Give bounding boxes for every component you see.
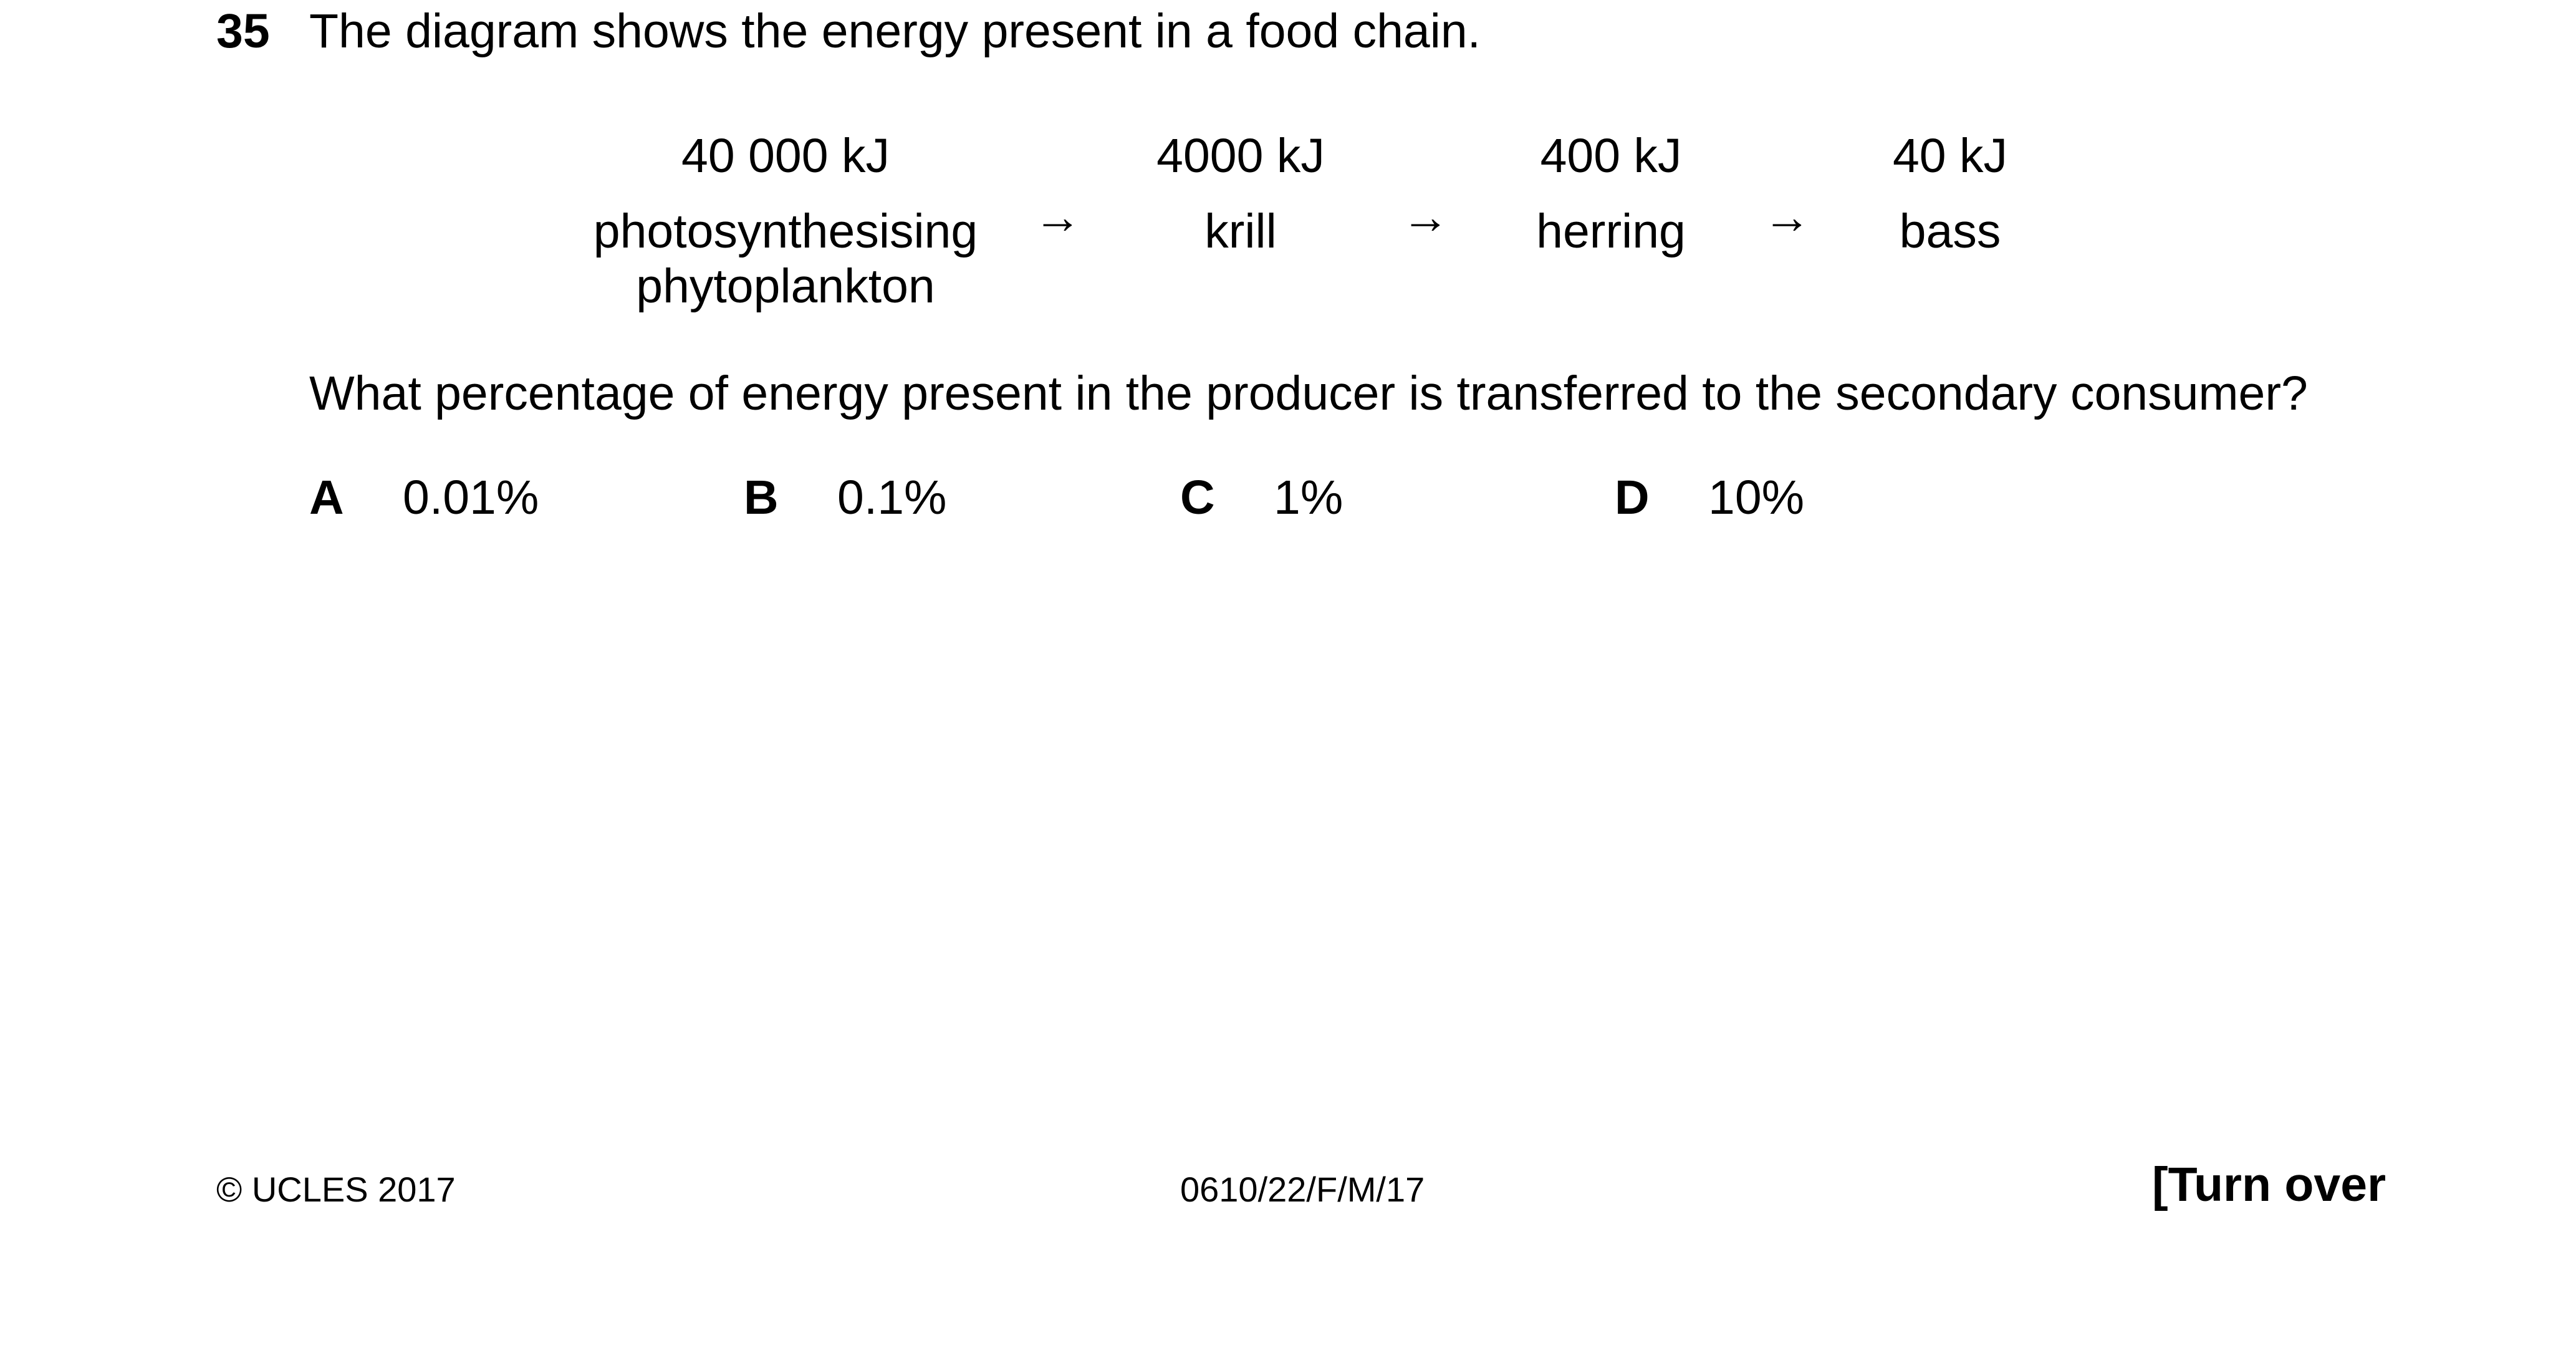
copyright-notice: © UCLES 2017 <box>216 1170 456 1209</box>
turn-over-label: [Turn over <box>2152 1158 2386 1211</box>
chain-item-krill: 4000 kJ krill <box>1116 132 1365 259</box>
option-b[interactable]: B <box>744 474 779 522</box>
chain-item-bass: 40 kJ bass <box>1825 132 2075 259</box>
arrow-icon: → <box>1401 190 1449 244</box>
option-b-value: 0.1% <box>837 471 947 524</box>
organism-name-line2: phytoplankton <box>636 259 935 313</box>
arrow-icon: → <box>1034 190 1082 244</box>
option-letter: D <box>1615 471 1650 524</box>
option-a[interactable]: A <box>309 474 344 522</box>
energy-value: 40 kJ <box>1892 129 2008 183</box>
option-letter: A <box>309 471 344 524</box>
option-letter: B <box>744 471 779 524</box>
energy-value: 4000 kJ <box>1156 129 1325 183</box>
organism-name: bass <box>1899 205 2001 258</box>
question-number: 35 <box>216 4 270 58</box>
option-d-value: 10% <box>1708 471 1805 524</box>
chain-item-herring: 400 kJ herring <box>1486 132 1736 259</box>
arrow-icon: → <box>1763 190 1811 244</box>
energy-value: 40 000 kJ <box>681 129 890 183</box>
option-d[interactable]: D <box>1615 474 1650 522</box>
energy-value: 400 kJ <box>1540 129 1682 183</box>
question-intro: The diagram shows the energy present in … <box>309 4 1481 58</box>
question-prompt: What percentage of energy present in the… <box>309 367 2308 420</box>
chain-item-phytoplankton: 40 000 kJ photosynthesising phytoplankto… <box>580 132 991 314</box>
organism-name: photosynthesising <box>593 205 978 258</box>
option-letter: C <box>1180 471 1215 524</box>
paper-code: 0610/22/F/M/17 <box>1180 1170 1425 1209</box>
organism-name: herring <box>1536 205 1686 258</box>
option-a-value: 0.01% <box>403 471 539 524</box>
organism-name: krill <box>1204 205 1277 258</box>
option-c-value: 1% <box>1274 471 1343 524</box>
option-c[interactable]: C <box>1180 474 1215 522</box>
